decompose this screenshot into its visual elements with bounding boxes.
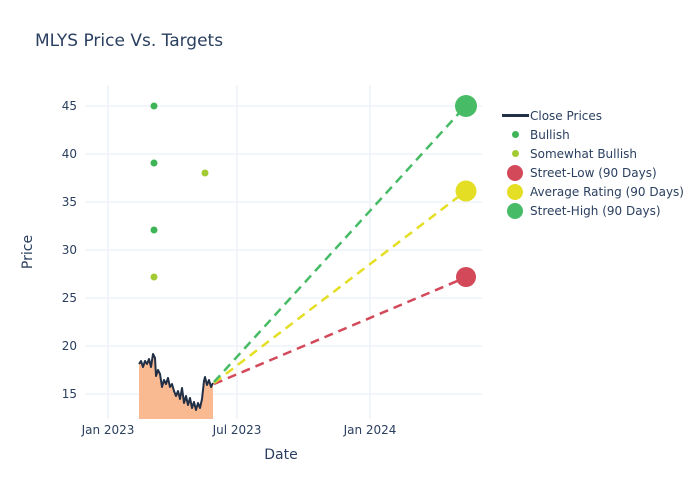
bullish-rating-dots[interactable]	[150, 102, 158, 234]
y-tick-25: 25	[61, 291, 77, 305]
legend-item-close-prices[interactable]: Close Prices	[500, 106, 698, 125]
y-axis-title: Price	[20, 234, 36, 270]
bullish-dot-39[interactable]	[150, 159, 158, 167]
y-tick-45: 45	[61, 99, 77, 113]
legend-label: Average Rating (90 Days)	[530, 184, 684, 199]
street-high-marker[interactable]	[455, 95, 477, 117]
y-tick-15: 15	[61, 387, 77, 401]
average-rating-marker[interactable]	[455, 180, 477, 202]
legend-item-street-high[interactable]: Street-High (90 Days)	[500, 201, 698, 220]
legend-label: Street-Low (90 Days)	[530, 165, 657, 180]
legend-label: Bullish	[530, 127, 570, 142]
somewhat-bullish-dot-swatch-icon	[500, 150, 530, 157]
gridlines	[85, 85, 482, 419]
legend-item-average-rating[interactable]: Average Rating (90 Days)	[500, 182, 698, 201]
bullish-dot-swatch-icon	[500, 131, 530, 138]
legend-item-somewhat-bullish[interactable]: Somewhat Bullish	[500, 144, 698, 163]
close-prices-line-swatch-icon	[500, 114, 530, 117]
street-high-projection-line	[213, 110, 462, 383]
x-tick-jan-2024: Jan 2024	[343, 423, 397, 437]
bullish-dot-45[interactable]	[150, 102, 158, 110]
legend-label: Close Prices	[530, 108, 603, 123]
street-low-circle-swatch-icon	[500, 164, 530, 181]
y-tick-30: 30	[61, 243, 77, 257]
somewhat-bullish-rating-dots[interactable]	[150, 169, 209, 281]
legend-item-street-low[interactable]: Street-Low (90 Days)	[500, 163, 698, 182]
x-tick-jul-2023: Jul 2023	[212, 423, 262, 437]
x-tick-jan-2023: Jan 2023	[81, 423, 135, 437]
legend: Close Prices Bullish Somewhat Bullish St…	[500, 106, 698, 220]
chart-title: MLYS Price Vs. Targets	[35, 31, 224, 51]
legend-label: Somewhat Bullish	[530, 146, 638, 161]
bullish-dot-32[interactable]	[150, 226, 158, 234]
legend-item-bullish[interactable]: Bullish	[500, 125, 698, 144]
y-tick-40: 40	[61, 147, 77, 161]
close-price-line[interactable]	[138, 353, 214, 411]
x-axis-title: Date	[264, 447, 298, 463]
average-rating-circle-swatch-icon	[500, 183, 530, 200]
close-price-area	[139, 354, 213, 419]
somewhat-bullish-dot-38[interactable]	[201, 169, 209, 177]
street-high-circle-swatch-icon	[500, 202, 530, 219]
somewhat-bullish-dot-27[interactable]	[150, 273, 158, 281]
y-tick-35: 35	[61, 195, 77, 209]
average-rating-projection-line	[213, 193, 463, 384]
street-low-marker[interactable]	[456, 267, 476, 287]
street-low-projection-line	[213, 277, 463, 386]
y-tick-20: 20	[61, 339, 77, 353]
legend-label: Street-High (90 Days)	[530, 203, 661, 218]
